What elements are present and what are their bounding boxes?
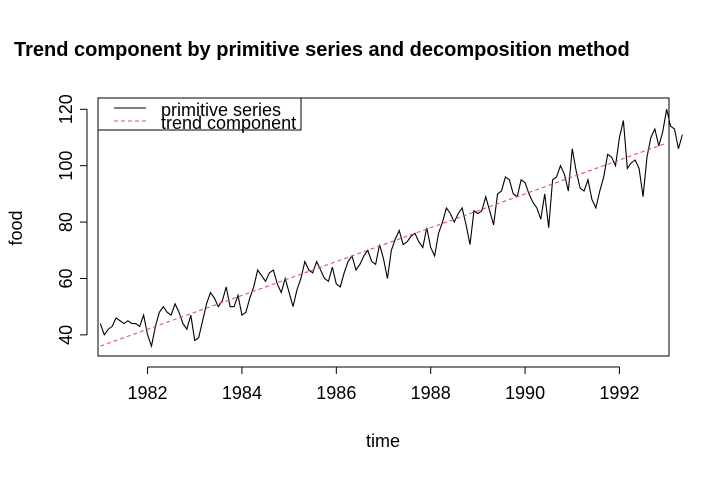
y-tick-label: 80: [56, 212, 76, 232]
plot-frame: [97, 97, 670, 357]
y-tick-label: 40: [56, 325, 76, 345]
legend-label-primitive-series: primitive series: [161, 100, 281, 120]
x-tick-label: 1986: [316, 383, 356, 403]
chart-title: Trend component by primitive series and …: [14, 39, 630, 61]
x-tick-label: 1984: [222, 383, 262, 403]
series-layer: [99, 109, 683, 349]
legend-label-trend-component: trend component: [161, 113, 296, 133]
y-tick-label: 120: [56, 94, 76, 124]
y-axis: 40 60 80 100 120: [56, 94, 88, 345]
y-tick-label: 60: [56, 268, 76, 288]
y-tick-label: 100: [56, 151, 76, 181]
x-axis: 1982 1984 1986 1988 1990 1992: [128, 366, 639, 403]
x-tick-label: 1988: [411, 383, 451, 403]
series-line-primitive-series: [99, 109, 683, 349]
x-tick-label: 1992: [599, 383, 639, 403]
legend-box: [97, 97, 302, 131]
x-tick-label: 1982: [128, 383, 168, 403]
y-axis-label: food: [6, 210, 26, 245]
x-axis-label: time: [366, 431, 400, 451]
x-tick-label: 1990: [505, 383, 545, 403]
legend: primitive series trend component: [97, 97, 302, 133]
series-line-trend-component: [100, 142, 667, 347]
